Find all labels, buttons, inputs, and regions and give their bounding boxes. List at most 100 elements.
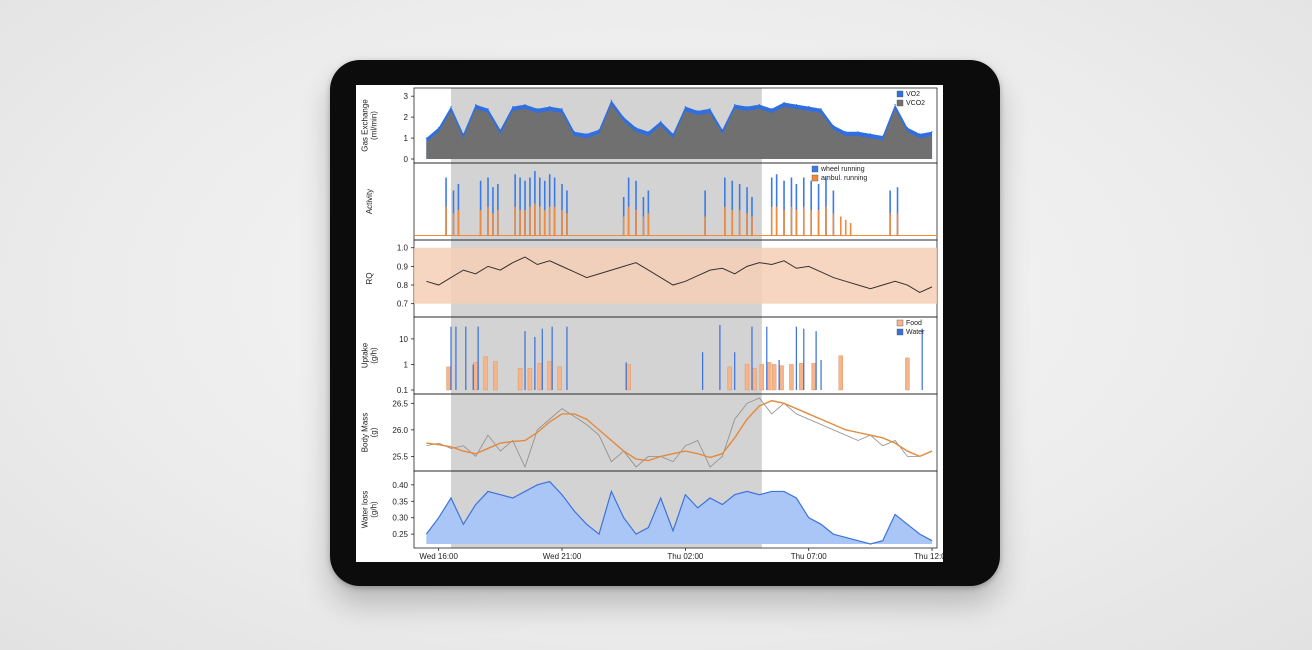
bar-ambul-running [487, 206, 489, 236]
bar-ambul-running [817, 210, 820, 236]
rq-band [414, 247, 937, 304]
series-water-loss-area [426, 481, 933, 544]
bar-food [905, 357, 910, 391]
ytick-label-rq-2: 0.9 [397, 262, 409, 271]
point-vo2 [845, 131, 847, 133]
legend-swatch-gas-1 [896, 99, 904, 107]
bar-ambul-running [479, 210, 482, 236]
point-vo2 [795, 103, 797, 106]
point-vo2 [623, 116, 625, 118]
point-vo2 [487, 108, 489, 110]
xtick-label-1: Wed 21:00 [543, 552, 582, 561]
bar-wheel-running [548, 174, 551, 236]
bar-ambul-running [746, 213, 748, 236]
bar-water [778, 359, 780, 390]
bar-food [789, 364, 794, 391]
ytick-label-mass-1: 26.0 [392, 426, 408, 435]
physiology-chart: Gas Exchange (ml/min) 0 1 2 3 VO2 VCO2 Activity w… [361, 87, 951, 561]
point-vo2 [524, 103, 526, 106]
ylabel-uptake-1: (g/h) [370, 347, 379, 364]
bar-food [727, 366, 732, 391]
point-vo2 [771, 108, 773, 110]
bar-ambul-running [543, 210, 546, 236]
bar-water [803, 328, 805, 390]
ylabel-mass-1: (g) [370, 427, 379, 437]
bar-ambul-running [810, 210, 812, 236]
bar-ambul-running [844, 219, 847, 236]
bar-wheel-running [810, 180, 812, 236]
legend-label-gas-1: VCO2 [906, 100, 925, 107]
bar-ambul-running [553, 206, 556, 236]
bar-wheel-running [775, 174, 778, 236]
bar-ambul-running [704, 216, 706, 236]
bar-wheel-running [514, 174, 516, 236]
series-rq [426, 256, 933, 294]
series-vco2 [426, 104, 933, 159]
bar-food [493, 361, 498, 391]
bar-ambul-running [839, 216, 842, 236]
bar-wheel-running [635, 180, 637, 236]
bar-water [815, 331, 817, 390]
point-vo2 [869, 133, 871, 135]
ylabel-waterloss-1: (g/h) [370, 501, 379, 518]
legend-label-uptake-0: Food [906, 320, 922, 327]
bar-ambul-running [738, 210, 741, 236]
point-vo2 [573, 131, 575, 133]
bar-food [446, 366, 451, 391]
legend-label-activity-0: wheel running [820, 166, 865, 173]
point-vo2 [882, 135, 884, 137]
ylabel-mass-0: Body Mass [361, 413, 370, 453]
bar-ambul-running [514, 206, 516, 236]
series-mass-smooth [426, 399, 933, 462]
point-vo2 [783, 101, 785, 104]
bar-water [702, 352, 704, 390]
bar-ambul-running [832, 213, 835, 236]
ytick-label-rq-0: 0.7 [397, 300, 409, 309]
bar-ambul-running [539, 206, 541, 236]
bar-water [820, 359, 822, 390]
bar-ambul-running [724, 206, 726, 236]
bar-food [799, 363, 804, 391]
point-vo2 [561, 108, 563, 110]
bar-food [527, 368, 533, 391]
point-vo2 [499, 129, 501, 131]
point-vo2 [746, 106, 748, 108]
point-vo2 [684, 106, 686, 108]
xtick-label-0: Wed 16:00 [419, 552, 458, 561]
point-vo2 [610, 99, 612, 101]
bar-ambul-running [548, 206, 551, 236]
ylabel-gas-1: (ml/min) [370, 111, 379, 140]
point-vo2 [832, 124, 834, 127]
point-vo2 [820, 108, 822, 110]
bar-ambul-running [457, 210, 460, 236]
tablet-screen: Gas Exchange (ml/min) 0 1 2 3 VO2 VCO2 Activity w… [356, 85, 951, 562]
bar-food [779, 365, 784, 391]
bar-water [734, 352, 736, 390]
bar-wheel-running [479, 180, 482, 236]
bar-water [566, 326, 568, 390]
bar-wheel-running [731, 180, 734, 236]
bar-ambul-running [561, 210, 563, 236]
ytick-label-gas-0: 0 [404, 155, 409, 164]
ytick-label-uptake-0: 0.1 [397, 386, 409, 395]
point-vo2 [450, 106, 452, 108]
bar-water [751, 326, 753, 390]
legend-swatch-uptake-0 [896, 319, 904, 327]
bar-food [811, 363, 816, 391]
point-vo2 [512, 106, 514, 108]
bar-ambul-running [534, 203, 536, 236]
bar-ambul-running [642, 216, 645, 236]
point-vo2 [598, 129, 600, 131]
bar-ambul-running [896, 213, 899, 236]
bar-water [450, 326, 452, 390]
point-vo2 [438, 126, 440, 129]
bar-food [517, 368, 523, 391]
bar-food [557, 366, 562, 391]
bar-ambul-running [775, 206, 778, 236]
bar-ambul-running [849, 223, 852, 236]
point-vo2 [857, 131, 859, 133]
bar-food [483, 356, 488, 391]
bar-wheel-running [704, 190, 706, 236]
bar-wheel-running [492, 187, 494, 236]
point-vo2 [635, 126, 637, 129]
